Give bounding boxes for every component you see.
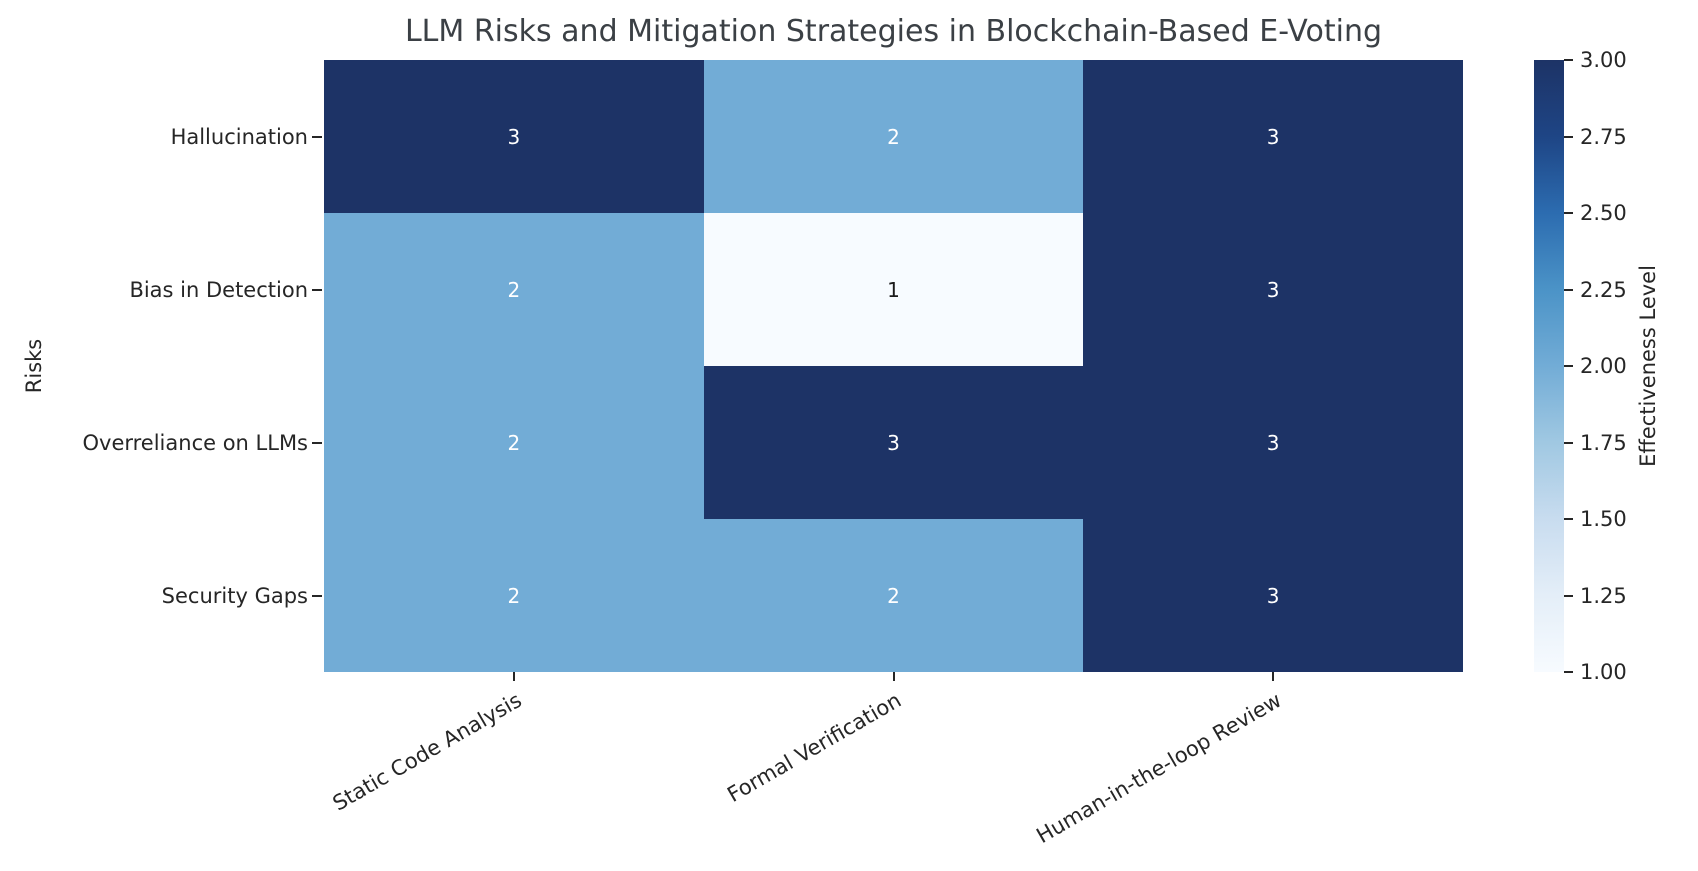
x-tick-mark-2 bbox=[1272, 672, 1275, 681]
colorbar-label: Effectiveness Level bbox=[1636, 265, 1660, 467]
colorbar-tick-label-8: 1.00 bbox=[1580, 660, 1627, 684]
y-tick-label-0: Hallucination bbox=[170, 124, 308, 149]
colorbar-tick-mark-1 bbox=[1564, 135, 1573, 138]
colorbar-tick-mark-2 bbox=[1564, 212, 1573, 214]
heatmap-cell-3-1: 2 bbox=[703, 519, 1084, 672]
colorbar-tick-label-0: 3.00 bbox=[1580, 48, 1627, 72]
heatmap-cell-2-0: 2 bbox=[324, 366, 704, 519]
colorbar-tick-label-1: 2.75 bbox=[1580, 124, 1627, 149]
heatmap-cell-1-2: 3 bbox=[1083, 213, 1463, 366]
y-tick-mark-3 bbox=[312, 594, 322, 597]
y-axis-label: Risks bbox=[22, 338, 46, 394]
y-tick-label-3: Security Gaps bbox=[161, 583, 308, 608]
heatmap-cell-1-0: 2 bbox=[324, 213, 704, 366]
colorbar-tick-label-6: 1.50 bbox=[1580, 507, 1627, 531]
x-tick-label-1: Formal Verification bbox=[723, 688, 906, 807]
chart-title: LLM Risks and Mitigation Strategies in B… bbox=[404, 14, 1383, 49]
colorbar-tick-label-2: 2.50 bbox=[1580, 201, 1627, 225]
heatmap-cell-3-0: 2 bbox=[324, 519, 704, 672]
heatmap-cell-2-1: 3 bbox=[703, 366, 1084, 519]
colorbar-tick-mark-4 bbox=[1564, 365, 1573, 367]
x-tick-mark-0 bbox=[512, 672, 515, 681]
x-tick-mark-1 bbox=[892, 672, 895, 681]
y-tick-label-2: Overreliance on LLMs bbox=[82, 430, 308, 455]
colorbar-tick-mark-0 bbox=[1564, 59, 1573, 61]
colorbar-tick-label-3: 2.25 bbox=[1580, 277, 1627, 302]
y-tick-mark-1 bbox=[312, 288, 322, 291]
y-tick-mark-2 bbox=[312, 441, 322, 444]
heatmap-cell-2-2: 3 bbox=[1083, 366, 1463, 519]
colorbar-tick-label-5: 1.75 bbox=[1580, 430, 1627, 455]
colorbar-tick-label-4: 2.00 bbox=[1580, 354, 1627, 378]
colorbar-tick-mark-7 bbox=[1564, 594, 1573, 597]
colorbar-tick-mark-5 bbox=[1564, 441, 1573, 444]
heatmap-cell-3-2: 3 bbox=[1083, 519, 1463, 672]
y-tick-mark-0 bbox=[312, 135, 322, 138]
heatmap-cell-0-0: 3 bbox=[324, 60, 704, 213]
y-tick-label-1: Bias in Detection bbox=[129, 277, 308, 302]
colorbar-tick-mark-8 bbox=[1564, 671, 1573, 673]
x-tick-label-0: Static Code Analysis bbox=[328, 688, 526, 816]
colorbar-tick-mark-3 bbox=[1564, 288, 1573, 291]
colorbar-tick-label-7: 1.25 bbox=[1580, 583, 1627, 608]
colorbar bbox=[1534, 60, 1564, 672]
heatmap-cell-0-2: 3 bbox=[1083, 60, 1463, 213]
heatmap-cell-1-1: 1 bbox=[703, 213, 1084, 366]
x-tick-label-2: Human-in-the-loop Review bbox=[1031, 688, 1286, 849]
colorbar-tick-mark-6 bbox=[1564, 518, 1573, 520]
heatmap-cell-0-1: 2 bbox=[703, 60, 1084, 213]
